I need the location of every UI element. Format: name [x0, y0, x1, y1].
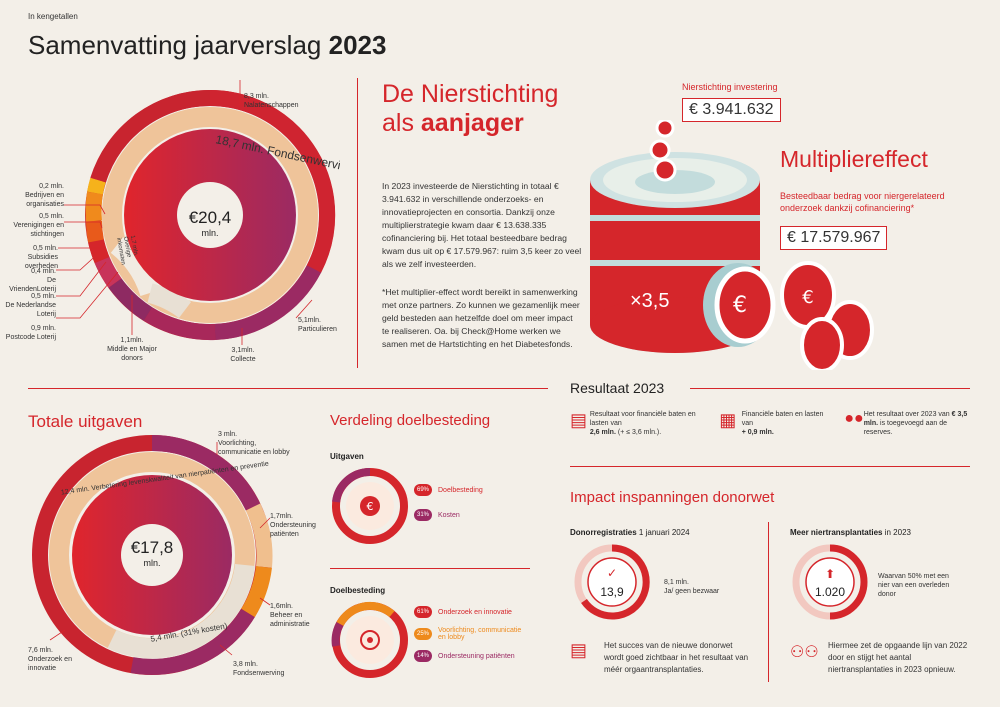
reg-value: 13,9 [600, 585, 624, 599]
tx-note: Waarvan 50% met een nier van een overled… [878, 573, 950, 598]
reg-note: 8,1 mln. Ja/ geen bezwaar [664, 579, 720, 595]
page-title: Samenvatting jaarverslag 2023 [28, 30, 387, 60]
inc-label-1: 8,3 mln. Nalatenschappen [244, 93, 299, 109]
resultaat-title: Resultaat 2023 [570, 380, 665, 396]
svg-text:€: € [733, 293, 747, 318]
uit-label-3: 1,6mln. Beheer en administratie [270, 603, 310, 628]
resultaat-item-3: ●● Het resultaat over 2023 van € 3,5 mln… [844, 410, 968, 436]
svg-text:✓: ✓ [607, 566, 617, 580]
impact-foot-right: Hiermee zet de opgaande lijn van 2022 do… [828, 641, 968, 674]
verdeling-uitgaven-list: 69% Doelbesteding 31% Kosten [414, 484, 483, 521]
inc-label-5: 0,4 mln. De VriendenLoterij [9, 268, 56, 293]
impact-title: Impact inspanningen donorwet [570, 489, 775, 506]
verdeling-doel-title: Doelbesteding [330, 586, 386, 595]
verdeling-uitgaven-title: Uitgaven [330, 452, 364, 461]
inc-label-7: 0,9 mln. Postcode Loterij [5, 325, 56, 341]
svg-text:€: € [367, 500, 374, 513]
verdeling-uitgaven-donut: € [332, 467, 408, 544]
impact-foot-left: Het succes van de nieuwe donorwet wordt … [604, 641, 749, 674]
legend-item: 14% Ondersteuning patiënten [414, 650, 528, 662]
divider-resultaat [570, 466, 970, 467]
divider-top [357, 78, 358, 368]
besteedbaar-value: € 17.579.967 [780, 226, 888, 250]
aanjager-paragraph-2: *Het multiplier-effect wordt bereikt in … [382, 287, 580, 349]
resultaat-items: ▤ Resultaat voor financiële baten en las… [570, 410, 970, 437]
uit-label-5: 7,6 mln. Onderzoek en innovatie [28, 647, 72, 672]
uit-label-4: 3,8 mln. Fondsenwerving [233, 661, 285, 677]
uit-label-2: 1,7mln. Ondersteuning patiënten [270, 513, 316, 538]
legend-item: 25% Voorlichting, communicatie en lobby [414, 627, 528, 641]
divider-mid-right [690, 388, 970, 389]
people-icon: ⚇⚇ [790, 644, 819, 661]
svg-text:€: € [802, 287, 813, 308]
uitgaven-center: €17,8 mln. [130, 538, 174, 568]
invest-value: € 3.941.632 [682, 98, 781, 122]
legend-item: 61% Onderzoek en innovatie [414, 606, 528, 618]
uitgaven-title: Totale uitgaven [28, 412, 143, 431]
inc-label-9: 3,1mln. Collecte [230, 347, 256, 363]
aanjager-paragraph-1: In 2023 investeerde de Nierstichting in … [382, 181, 582, 269]
reg-title: Donorregistraties 1 januari 2024 [570, 528, 690, 537]
aanjager-title: De Nierstichting als aanjager [382, 80, 559, 137]
inc-label-2: 0,2 mln. Bedrijven en organisaties [25, 183, 64, 208]
besteedbaar-label: Besteedbaar bedrag voor niergerelateerd … [780, 191, 945, 213]
inc-label-8: 1,1mln. Middle en Major donors [107, 337, 157, 362]
multiplier-illustration: € € [590, 120, 874, 370]
document-check-icon: ▤ [570, 640, 588, 660]
reg-gauge: ✓ [574, 544, 650, 620]
inc-label-4: 0,5 mln. Subsidies overheden [24, 245, 58, 270]
uitgaven-donut [32, 435, 273, 675]
resultaat-item-2: ▦ Financiële baten en lasten van + 0,9 ml… [719, 410, 824, 436]
income-leaders [56, 80, 313, 345]
verdeling-divider [330, 568, 530, 569]
coins-icon: ●● [844, 410, 864, 427]
calculator-icon: ▦ [719, 410, 737, 430]
income-donut: 18,7 mln. Fondsenwerving [85, 89, 340, 341]
tx-title: Meer niertransplantaties in 2023 [790, 528, 911, 537]
multiplier-title: Multipliereffect [780, 146, 928, 172]
legend-item: 31% Kosten [414, 509, 483, 521]
invest-label: Nierstichting investering [682, 82, 778, 92]
svg-text:⬆: ⬆ [825, 567, 835, 581]
multiplier-factor: ×3,5 [630, 290, 670, 312]
uit-label-1: 3 mln. Voorlichting, communicatie en lobb… [218, 431, 290, 456]
income-center: €20,4 mln. [188, 208, 232, 238]
tx-value: 1.020 [814, 585, 846, 599]
divider-impact [768, 522, 769, 682]
receipt-icon: ▤ [570, 410, 588, 430]
verdeling-doel-donut [331, 601, 408, 678]
inc-label-6: 0,5 mln. De Nederlandse Loterij [5, 293, 56, 318]
verdeling-doel-list: 61% Onderzoek en innovatie 25% Voorlichtin… [414, 606, 528, 662]
legend-item: 69% Doelbesteding [414, 484, 483, 496]
inc-label-10: 5,1mln. Particulieren [298, 317, 337, 333]
resultaat-item-1: ▤ Resultaat voor financiële baten en las… [570, 410, 696, 436]
inc-label-3: 0,5 mln. Verenigingen en stichtingen [13, 213, 64, 238]
verdeling-title: Verdeling doelbesteding [330, 412, 491, 429]
kicker: In kengetallen [28, 12, 78, 21]
divider-mid-left [28, 388, 548, 389]
tx-gauge: ⬆ [792, 544, 868, 620]
